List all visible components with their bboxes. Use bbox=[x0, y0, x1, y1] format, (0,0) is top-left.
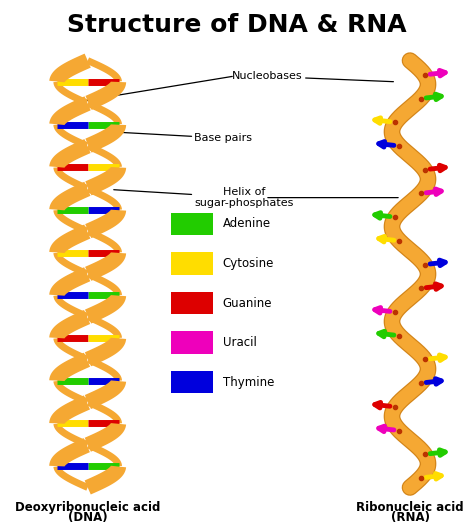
FancyBboxPatch shape bbox=[171, 371, 213, 393]
Text: Uracil: Uracil bbox=[223, 336, 256, 349]
Text: (RNA): (RNA) bbox=[391, 511, 429, 524]
Text: Deoxyribonucleic acid: Deoxyribonucleic acid bbox=[15, 501, 160, 514]
Text: Adenine: Adenine bbox=[223, 218, 271, 230]
FancyBboxPatch shape bbox=[171, 252, 213, 275]
Text: Nucleobases: Nucleobases bbox=[232, 72, 393, 82]
Text: Helix of
sugar-phosphates: Helix of sugar-phosphates bbox=[114, 187, 294, 208]
Text: Guanine: Guanine bbox=[223, 297, 272, 309]
Text: Ribonucleic acid: Ribonucleic acid bbox=[356, 501, 464, 514]
FancyBboxPatch shape bbox=[171, 292, 213, 314]
FancyBboxPatch shape bbox=[171, 213, 213, 235]
FancyBboxPatch shape bbox=[171, 331, 213, 354]
Text: (DNA): (DNA) bbox=[68, 511, 108, 524]
Text: Structure of DNA & RNA: Structure of DNA & RNA bbox=[67, 13, 407, 37]
Text: Thymine: Thymine bbox=[223, 376, 274, 388]
Text: Cytosine: Cytosine bbox=[223, 257, 274, 270]
Text: Base pairs: Base pairs bbox=[109, 132, 252, 143]
